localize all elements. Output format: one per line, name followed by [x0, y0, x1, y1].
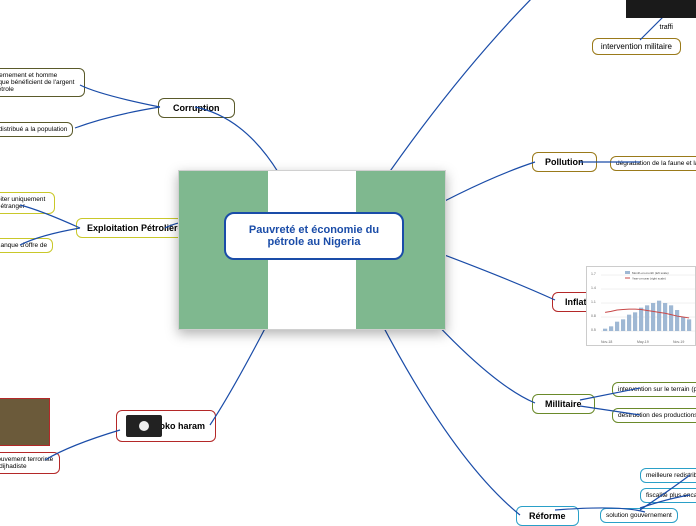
svg-text:Nov-18: Nov-18: [601, 340, 612, 344]
svg-text:Nov-19: Nov-19: [673, 340, 684, 344]
svg-text:1.7: 1.7: [591, 272, 596, 276]
svg-text:May-19: May-19: [637, 340, 649, 344]
top-image: [626, 0, 696, 18]
center-topic[interactable]: Pauvreté et économie du pétrole au Niger…: [224, 212, 404, 260]
soldier-image: [0, 398, 50, 446]
svg-text:Month-on-month (left scale): Month-on-month (left scale): [632, 271, 669, 275]
svg-text:0.5: 0.5: [591, 328, 596, 332]
svg-text:1.4: 1.4: [591, 286, 596, 290]
svg-text:Year-on-year (right scale): Year-on-year (right scale): [632, 277, 666, 281]
inflation-chart: 1.7 1.4 1.1 0.8 0.5 Nov-18 May-19 Nov-19…: [586, 266, 696, 346]
svg-text:0.8: 0.8: [591, 314, 596, 318]
boko-flag-icon: [126, 415, 162, 437]
svg-text:1.1: 1.1: [591, 300, 596, 304]
